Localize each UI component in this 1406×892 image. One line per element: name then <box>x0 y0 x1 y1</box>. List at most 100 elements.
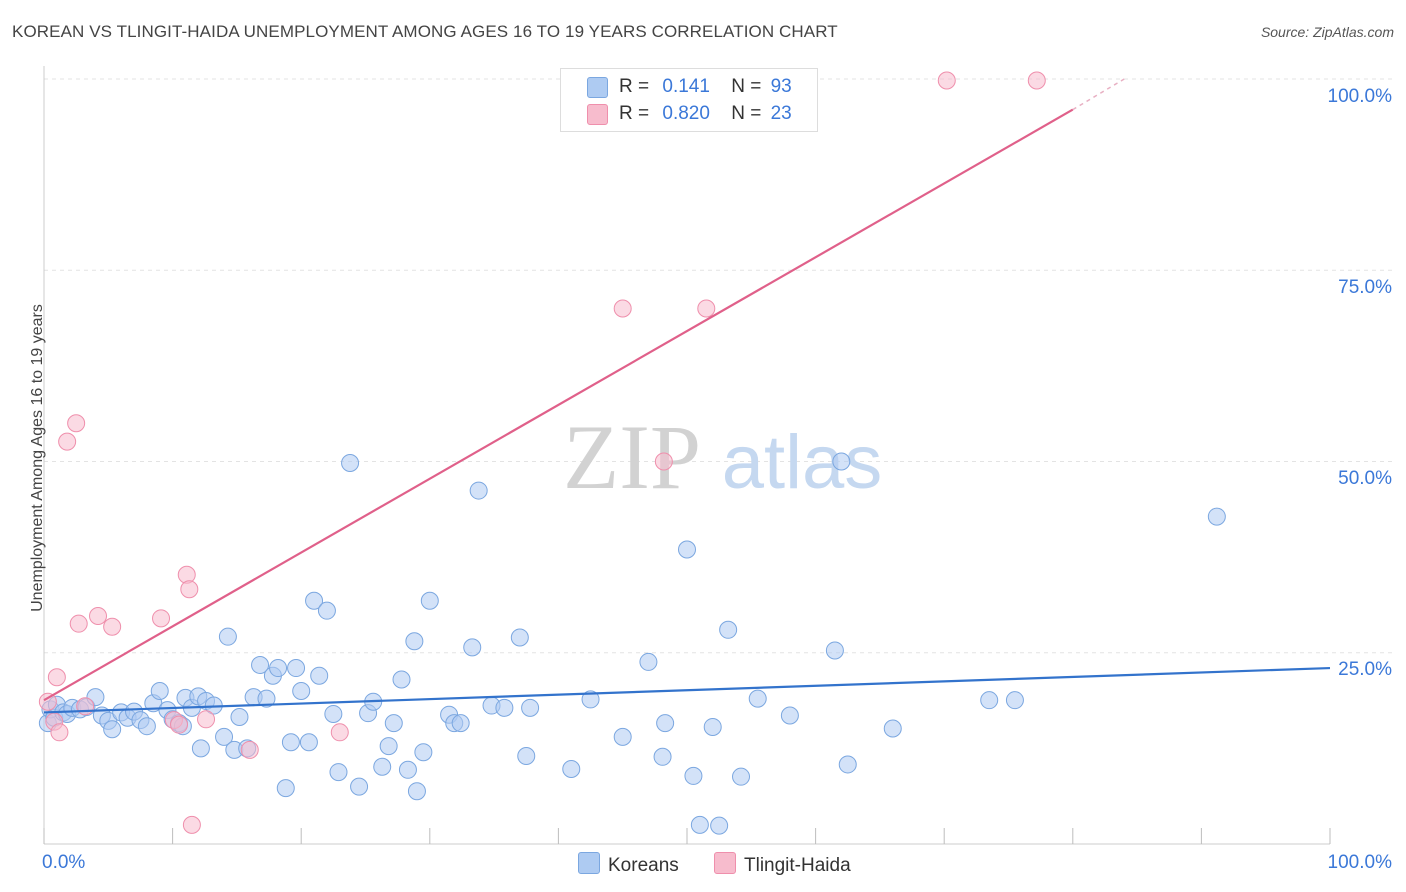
source-label: Source: ZipAtlas.com <box>1260 24 1394 40</box>
koreans-points <box>38 452 1226 835</box>
koreans-trend-line <box>43 666 1331 714</box>
koreans-point-46 <box>310 666 329 685</box>
koreans-point-50 <box>341 454 360 473</box>
bottom-legend-koreans: Koreans <box>578 852 679 877</box>
koreans-point-31 <box>218 627 237 646</box>
koreans-point-66 <box>463 638 482 657</box>
y-axis-label: Unemployment Among Ages 16 to 19 years <box>29 304 46 612</box>
watermark-atlas: atlas <box>722 420 883 505</box>
koreans-point-84 <box>719 620 738 639</box>
koreans-point-36 <box>251 655 270 674</box>
koreans-point-72 <box>521 698 540 717</box>
koreans-point-74 <box>581 690 600 709</box>
tlingit-point-23 <box>1027 71 1046 90</box>
x-axis-ticks <box>43 828 1331 844</box>
koreans-point-39 <box>269 659 288 678</box>
tlingit-r-value: 0.820 <box>662 103 710 124</box>
koreans-point-56 <box>384 714 403 733</box>
koreans-point-73 <box>562 760 581 779</box>
tlingit-point-4 <box>58 432 77 451</box>
koreans-point-48 <box>324 704 343 723</box>
koreans-point-47 <box>317 601 336 620</box>
y-tick-75: 75.0% <box>1338 277 1392 298</box>
y-tick-25: 25.0% <box>1338 659 1392 680</box>
y-tick-100: 100.0% <box>1327 86 1392 107</box>
koreans-point-67 <box>469 481 488 500</box>
tlingit-r-label: R = <box>619 103 650 124</box>
koreans-point-57 <box>392 670 411 689</box>
koreans-point-43 <box>292 682 311 700</box>
tlingit-trend-extension <box>1072 78 1125 111</box>
tlingit-point-14 <box>180 580 199 599</box>
tlingit-point-3 <box>50 723 69 742</box>
tlingit-point-6 <box>69 614 88 633</box>
tlingit-point-16 <box>197 710 216 729</box>
koreans-point-33 <box>230 708 249 727</box>
koreans-swatch <box>587 77 608 98</box>
bottom-tlingit-swatch <box>714 852 736 874</box>
koreans-point-44 <box>299 733 318 752</box>
tlingit-point-12 <box>170 715 189 734</box>
watermark-zip: ZIP <box>563 406 701 508</box>
tlingit-point-5 <box>67 414 86 433</box>
tlingit-point-22 <box>937 71 956 90</box>
tlingit-point-9 <box>103 617 122 636</box>
tlingit-point-18 <box>330 723 349 742</box>
koreans-n-value: 93 <box>770 76 792 97</box>
koreans-point-92 <box>980 691 999 710</box>
koreans-point-59 <box>405 632 424 651</box>
koreans-point-19 <box>150 682 169 700</box>
koreans-point-88 <box>825 641 844 660</box>
koreans-point-37 <box>257 689 276 708</box>
koreans-point-45 <box>305 591 324 610</box>
koreans-point-94 <box>1207 507 1226 526</box>
koreans-n-label: N = <box>731 76 762 97</box>
koreans-point-89 <box>832 452 851 471</box>
tlingit-point-10 <box>152 609 171 628</box>
koreans-point-78 <box>656 714 675 733</box>
koreans-point-27 <box>191 739 210 758</box>
koreans-point-41 <box>281 733 300 752</box>
koreans-point-61 <box>414 743 433 762</box>
bottom-legend-tlingit: Tlingit-Haida <box>714 852 851 877</box>
tlingit-point-0 <box>38 692 57 711</box>
koreans-point-42 <box>287 659 306 678</box>
y-tick-50: 50.0% <box>1338 468 1392 489</box>
koreans-point-17 <box>137 717 156 736</box>
tlingit-point-21 <box>697 299 716 318</box>
koreans-point-40 <box>276 779 295 798</box>
koreans-point-90 <box>838 755 857 774</box>
tlingit-n-label: N = <box>731 103 762 124</box>
x-tick-max: 100.0% <box>1327 852 1392 873</box>
chart-title: KOREAN VS TLINGIT-HAIDA UNEMPLOYMENT AMO… <box>12 22 838 41</box>
correlation-legend: R = 0.141 N = 93 R = 0.820 N = 23 <box>560 68 818 132</box>
koreans-r-value: 0.141 <box>662 76 710 97</box>
tlingit-point-2 <box>47 668 66 687</box>
koreans-point-69 <box>495 698 514 717</box>
tlingit-n-value: 23 <box>770 103 792 124</box>
koreans-point-79 <box>678 540 696 559</box>
tlingit-point-8 <box>89 607 108 626</box>
koreans-point-85 <box>732 767 751 786</box>
koreans-point-82 <box>703 717 722 736</box>
bottom-koreans-swatch <box>578 852 600 874</box>
koreans-point-77 <box>653 747 672 766</box>
koreans-point-49 <box>329 763 348 782</box>
koreans-point-60 <box>407 782 426 801</box>
tlingit-points <box>38 71 1046 834</box>
koreans-point-58 <box>398 760 417 779</box>
koreans-point-83 <box>710 816 729 835</box>
tlingit-point-17 <box>240 740 259 759</box>
koreans-point-54 <box>373 757 392 776</box>
tlingit-point-19 <box>613 299 632 318</box>
bottom-tlingit-label: Tlingit-Haida <box>744 855 851 876</box>
koreans-point-70 <box>510 628 529 647</box>
tlingit-point-20 <box>654 452 673 471</box>
koreans-point-30 <box>215 727 234 746</box>
koreans-point-86 <box>748 689 767 708</box>
tlingit-point-15 <box>182 815 201 834</box>
koreans-point-55 <box>379 737 398 756</box>
koreans-point-91 <box>883 719 902 738</box>
koreans-point-81 <box>690 815 709 834</box>
